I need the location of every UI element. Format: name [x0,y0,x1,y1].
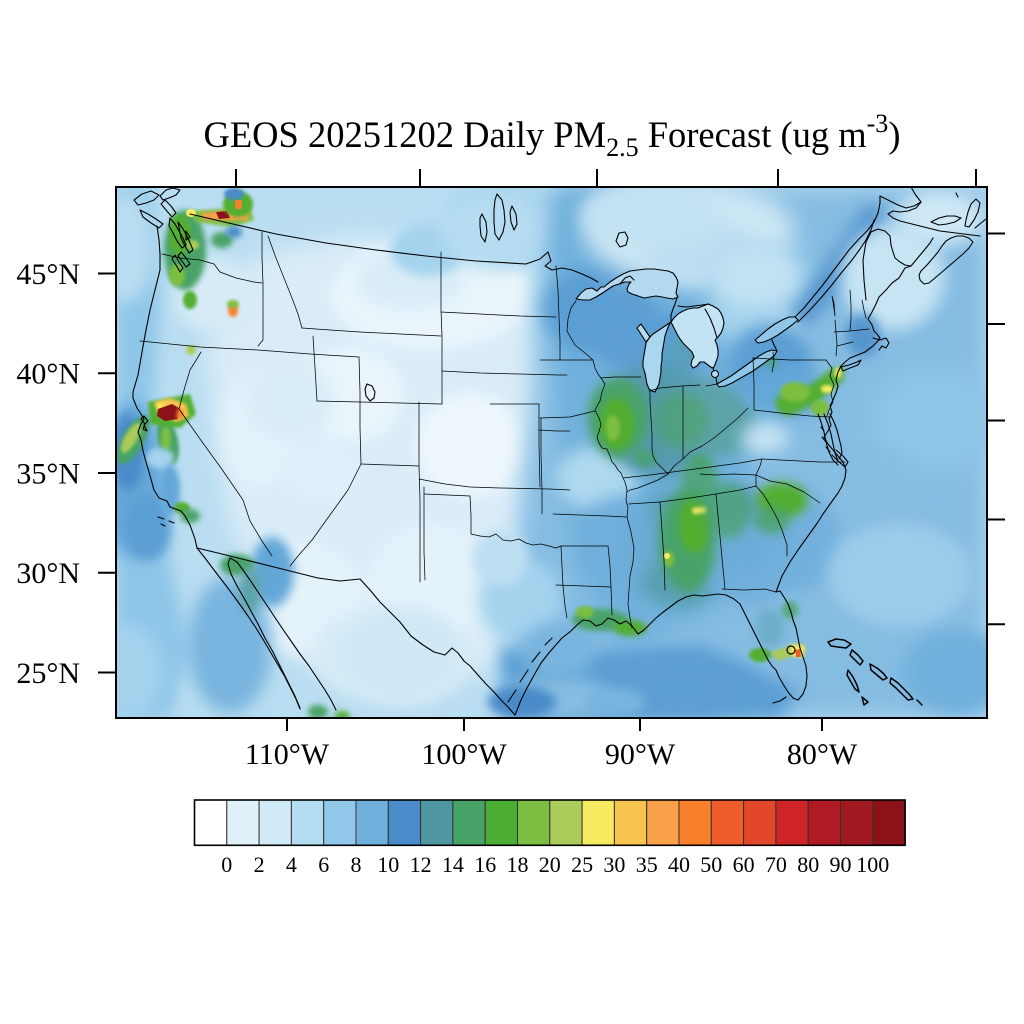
svg-text:80°W: 80°W [787,738,858,771]
svg-text:6: 6 [318,852,329,877]
svg-text:12: 12 [410,852,432,877]
svg-text:60: 60 [733,852,755,877]
svg-text:4: 4 [286,852,297,877]
svg-text:90°W: 90°W [605,738,676,771]
svg-text:GEOS 20251202 Daily PM2.5 Fore: GEOS 20251202 Daily PM2.5 Forecast (ug m… [204,109,901,162]
svg-text:45°N: 45°N [16,258,80,291]
svg-text:50: 50 [700,852,722,877]
svg-text:2: 2 [254,852,265,877]
svg-text:18: 18 [507,852,529,877]
svg-text:100: 100 [856,852,889,877]
svg-text:35°N: 35°N [16,458,80,491]
svg-text:14: 14 [442,852,464,877]
svg-text:0: 0 [221,852,232,877]
svg-text:16: 16 [474,852,496,877]
svg-text:40°N: 40°N [16,358,80,391]
svg-text:70: 70 [765,852,787,877]
svg-text:25: 25 [571,852,593,877]
svg-text:8: 8 [351,852,362,877]
svg-text:30°N: 30°N [16,557,80,590]
svg-text:25°N: 25°N [16,657,80,690]
svg-text:30: 30 [603,852,625,877]
svg-text:20: 20 [539,852,561,877]
svg-text:110°W: 110°W [245,738,330,771]
svg-text:40: 40 [668,852,690,877]
svg-text:35: 35 [636,852,658,877]
svg-text:100°W: 100°W [421,738,507,771]
svg-text:90: 90 [830,852,852,877]
svg-text:80: 80 [797,852,819,877]
svg-text:10: 10 [377,852,399,877]
